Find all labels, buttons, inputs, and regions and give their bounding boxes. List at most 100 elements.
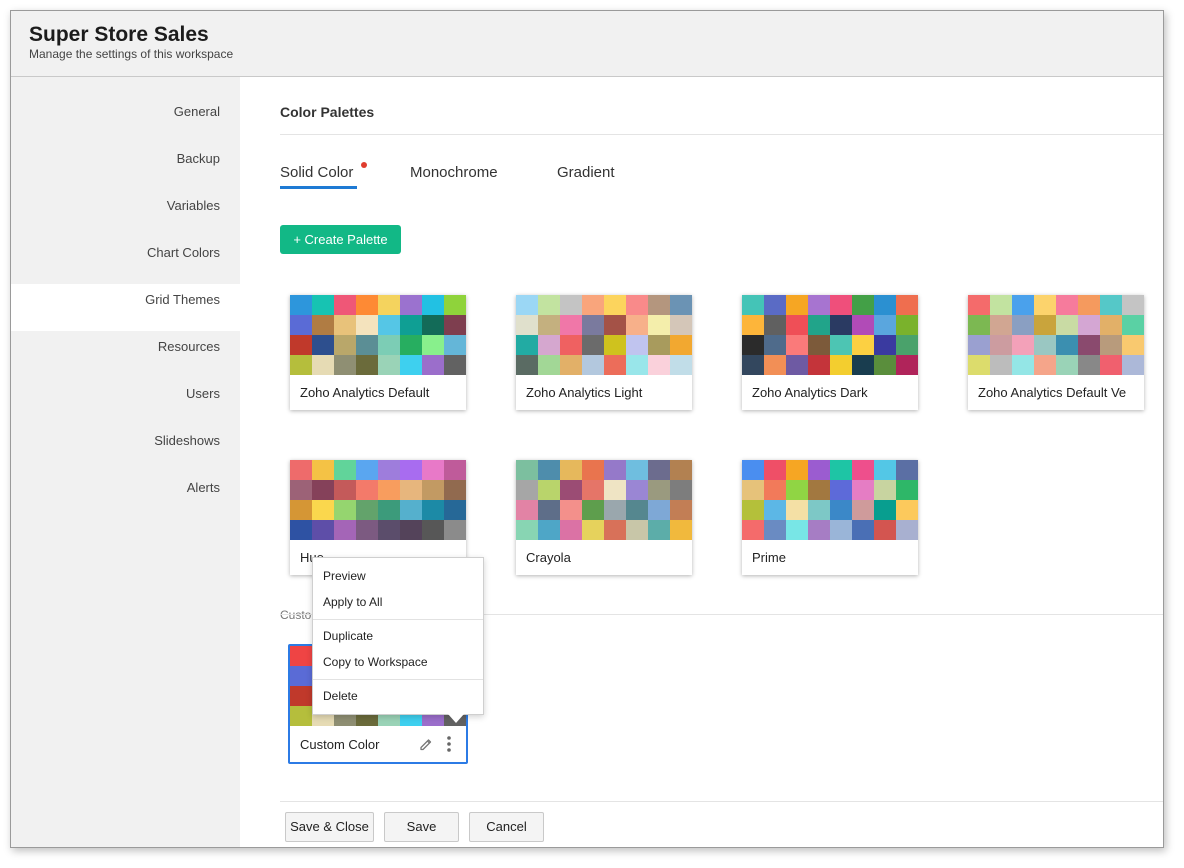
menu-separator [313,619,483,620]
menu-separator [313,679,483,680]
color-swatch [764,460,786,480]
color-swatch [896,355,918,375]
color-swatch [290,520,312,540]
color-swatch [422,460,444,480]
divider [280,614,1163,615]
menu-item-duplicate[interactable]: Duplicate [323,629,374,643]
palette-swatches [516,295,692,375]
palette-name: Crayola [526,550,571,565]
color-swatch [648,335,670,355]
color-swatch [334,460,356,480]
menu-item-preview[interactable]: Preview [323,569,366,583]
color-swatch [290,686,312,706]
color-swatch [1078,335,1100,355]
sidebar-item-backup[interactable]: Backup [176,151,220,166]
save-and-close-button[interactable]: Save & Close [285,812,374,842]
color-swatch [786,500,808,520]
color-swatch [538,335,560,355]
color-swatch [290,460,312,480]
color-swatch [968,335,990,355]
color-swatch [764,355,786,375]
sidebar-item-general[interactable]: General [173,104,220,119]
color-swatch [422,355,444,375]
color-swatch [1122,335,1144,355]
color-swatch [786,315,808,335]
color-swatch [290,646,312,666]
tab-solid-color[interactable]: Solid Color [280,164,354,181]
color-swatch [968,315,990,335]
color-swatch [896,295,918,315]
color-swatch [1056,315,1078,335]
color-swatch [312,500,334,520]
sidebar-item-resources[interactable]: Resources [157,339,220,354]
pencil-icon[interactable] [418,736,434,752]
color-swatch [356,315,378,335]
tab-gradient[interactable]: Gradient [557,164,615,181]
active-tab-underline [280,186,357,189]
more-vertical-icon[interactable] [444,735,454,753]
menu-item-apply-to-all[interactable]: Apply to All [323,595,383,609]
color-swatch [1056,295,1078,315]
sidebar-item-grid-themes[interactable]: Grid Themes [145,292,220,307]
sidebar-item-slideshows[interactable]: Slideshows [154,433,220,448]
color-swatch [582,480,604,500]
menu-item-copy-to-workspace[interactable]: Copy to Workspace [323,655,428,669]
color-swatch [560,295,582,315]
color-swatch [538,500,560,520]
color-swatch [356,480,378,500]
color-swatch [670,295,692,315]
palette-card[interactable]: Zoho Analytics Default Ve [968,295,1144,410]
palette-card[interactable]: Zoho Analytics Light [516,295,692,410]
palette-swatches [742,295,918,375]
palette-name: Zoho Analytics Default [300,385,430,400]
menu-item-delete[interactable]: Delete [323,689,358,703]
cancel-button[interactable]: Cancel [469,812,544,842]
color-swatch [874,480,896,500]
color-swatch [334,480,356,500]
create-palette-button[interactable]: + Create Palette [280,225,401,254]
color-swatch [830,500,852,520]
palette-swatches [742,460,918,540]
color-swatch [290,315,312,335]
divider [280,134,1163,135]
main-content: Color Palettes Solid Color Monochrome Gr… [240,77,1163,847]
palette-card[interactable]: Zoho Analytics Default [290,295,466,410]
color-swatch [990,315,1012,335]
sidebar-item-alerts[interactable]: Alerts [186,480,220,495]
color-swatch [290,295,312,315]
color-swatch [852,335,874,355]
color-swatch [786,355,808,375]
palette-card[interactable]: Zoho Analytics Dark [742,295,918,410]
color-swatch [560,335,582,355]
color-swatch [1012,295,1034,315]
color-swatch [312,335,334,355]
color-swatch [582,460,604,480]
sidebar-item-chart-colors[interactable]: Chart Colors [147,245,220,260]
palette-card[interactable]: Hue [290,460,466,575]
color-swatch [874,315,896,335]
tab-monochrome[interactable]: Monochrome [410,164,498,181]
sidebar-item-users[interactable]: Users [186,386,220,401]
color-swatch [538,460,560,480]
color-swatch [968,355,990,375]
color-swatch [764,295,786,315]
color-swatch [582,315,604,335]
color-swatch [648,295,670,315]
color-swatch [444,480,466,500]
save-button[interactable]: Save [384,812,459,842]
color-swatch [444,460,466,480]
color-swatch [400,500,422,520]
palette-card[interactable]: Crayola [516,460,692,575]
color-swatch [400,315,422,335]
color-swatch [852,500,874,520]
color-swatch [808,315,830,335]
palette-card[interactable]: Prime [742,460,918,575]
color-swatch [896,500,918,520]
sidebar-item-variables[interactable]: Variables [166,198,220,213]
color-swatch [670,520,692,540]
color-swatch [742,315,764,335]
color-swatch [896,335,918,355]
settings-window: Super Store Sales Manage the settings of… [10,10,1164,848]
color-swatch [852,315,874,335]
color-swatch [786,520,808,540]
